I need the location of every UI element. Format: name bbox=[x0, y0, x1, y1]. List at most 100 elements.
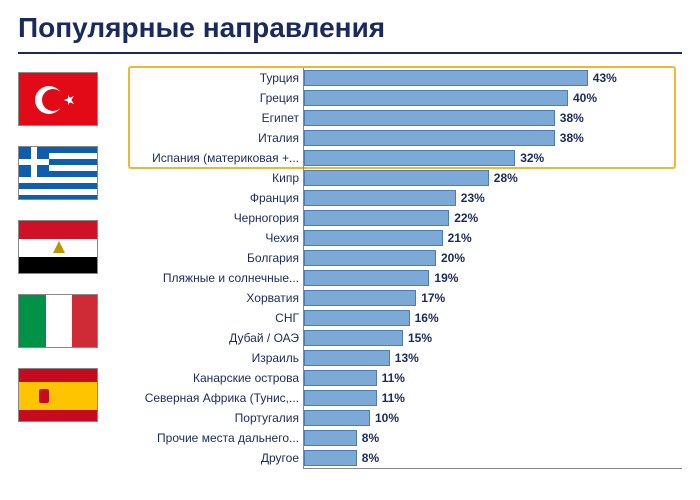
flag-italy bbox=[18, 294, 98, 348]
bar bbox=[304, 110, 555, 126]
bar-track: 22% bbox=[303, 208, 682, 228]
bar-value: 23% bbox=[456, 190, 485, 206]
bar-track: 38% bbox=[303, 128, 682, 148]
row-label: Пляжные и солнечные... bbox=[128, 271, 303, 285]
bar-track: 19% bbox=[303, 268, 682, 288]
bar-value: 20% bbox=[436, 250, 465, 266]
bar-value: 28% bbox=[489, 170, 518, 186]
bar bbox=[304, 330, 403, 346]
bar-value: 11% bbox=[377, 370, 405, 386]
bar-track: 13% bbox=[303, 348, 682, 368]
bar-track: 11% bbox=[303, 368, 682, 388]
row-label: Черногория bbox=[128, 211, 303, 225]
chart-row: Северная Африка (Тунис,... 11% bbox=[128, 388, 682, 408]
content-area: Турция 43% Греция 40% Египет 38% Италия 38% Испа… bbox=[18, 68, 682, 469]
bar bbox=[304, 130, 555, 146]
bar-value: 8% bbox=[357, 430, 379, 446]
row-label: Италия bbox=[128, 131, 303, 145]
bar-value: 40% bbox=[568, 90, 597, 106]
bar bbox=[304, 250, 436, 266]
bar bbox=[304, 290, 416, 306]
chart-row: Пляжные и солнечные... 19% bbox=[128, 268, 682, 288]
title-underline bbox=[18, 52, 682, 54]
bar bbox=[304, 390, 377, 406]
bar bbox=[304, 270, 429, 286]
chart-row: Другое 8% bbox=[128, 448, 682, 468]
bar-track: 38% bbox=[303, 108, 682, 128]
bar bbox=[304, 350, 390, 366]
chart-row: Кипр 28% bbox=[128, 168, 682, 188]
bar-value: 11% bbox=[377, 390, 405, 406]
bar-value: 19% bbox=[429, 270, 458, 286]
bar bbox=[304, 190, 456, 206]
bar-value: 43% bbox=[588, 70, 617, 86]
row-label: Болгария bbox=[128, 251, 303, 265]
bar-value: 16% bbox=[410, 310, 439, 326]
row-label: Кипр bbox=[128, 171, 303, 185]
chart-row: Греция 40% bbox=[128, 88, 682, 108]
chart-row: Египет 38% bbox=[128, 108, 682, 128]
bar-track: 8% bbox=[303, 448, 682, 468]
bar-value: 21% bbox=[443, 230, 472, 246]
flags-column bbox=[18, 68, 98, 469]
row-label: Прочие места дальнего... bbox=[128, 431, 303, 445]
chart-row: Португалия 10% bbox=[128, 408, 682, 428]
chart-row: Израиль13% bbox=[128, 348, 682, 368]
row-label: Турция bbox=[128, 71, 303, 85]
bar bbox=[304, 90, 568, 106]
row-label: Канарские острова bbox=[128, 371, 303, 385]
flag-spain bbox=[18, 368, 98, 422]
bar-track: 15% bbox=[303, 328, 682, 348]
chart-row: Турция 43% bbox=[128, 68, 682, 88]
chart-row: Черногория 22% bbox=[128, 208, 682, 228]
bar-value: 15% bbox=[403, 330, 432, 346]
row-label: Чехия bbox=[128, 231, 303, 245]
bar-track: 10% bbox=[303, 408, 682, 428]
page-title: Популярные направления bbox=[18, 12, 682, 44]
row-label: Северная Африка (Тунис,... bbox=[128, 391, 303, 405]
bar-track: 32% bbox=[303, 148, 682, 168]
row-label: Дубай / ОАЭ bbox=[128, 331, 303, 345]
bar-value: 8% bbox=[357, 450, 379, 466]
row-label: Другое bbox=[128, 451, 303, 465]
bar-track: 23% bbox=[303, 188, 682, 208]
row-label: Португалия bbox=[128, 411, 303, 425]
bar-value: 10% bbox=[370, 410, 399, 426]
bar-value: 17% bbox=[416, 290, 445, 306]
row-label: Хорватия bbox=[128, 291, 303, 305]
chart-row: Франция 23% bbox=[128, 188, 682, 208]
bar-value: 38% bbox=[555, 130, 584, 146]
chart-row: Дубай / ОАЭ 15% bbox=[128, 328, 682, 348]
bar-chart: Турция 43% Греция 40% Египет 38% Италия 38% Испа… bbox=[128, 68, 682, 469]
bar-track: 8% bbox=[303, 428, 682, 448]
row-label: Греция bbox=[128, 91, 303, 105]
flag-egypt bbox=[18, 220, 98, 274]
bar bbox=[304, 430, 357, 446]
chart-row: Испания (материковая +... 32% bbox=[128, 148, 682, 168]
chart-row: СНГ 16% bbox=[128, 308, 682, 328]
chart-row: Хорватия 17% bbox=[128, 288, 682, 308]
bar-track: 16% bbox=[303, 308, 682, 328]
bar-value: 13% bbox=[390, 350, 419, 366]
chart-row: Прочие места дальнего... 8% bbox=[128, 428, 682, 448]
bar bbox=[304, 230, 443, 246]
chart-row: Канарские острова 11% bbox=[128, 368, 682, 388]
bar-value: 32% bbox=[515, 150, 544, 166]
bar-value: 22% bbox=[449, 210, 478, 226]
row-label: Египет bbox=[128, 111, 303, 125]
bar-track: 17% bbox=[303, 288, 682, 308]
flag-turkey bbox=[18, 72, 98, 126]
chart-row: Болгария 20% bbox=[128, 248, 682, 268]
chart-row: Италия 38% bbox=[128, 128, 682, 148]
bar-value: 38% bbox=[555, 110, 584, 126]
bar bbox=[304, 150, 515, 166]
bar bbox=[304, 370, 377, 386]
row-label: Франция bbox=[128, 191, 303, 205]
bar bbox=[304, 450, 357, 466]
row-label: Испания (материковая +... bbox=[128, 151, 303, 165]
bar-track: 43% bbox=[303, 68, 682, 88]
bar-track: 20% bbox=[303, 248, 682, 268]
row-label: СНГ bbox=[128, 311, 303, 325]
bar-track: 21% bbox=[303, 228, 682, 248]
bar-track: 28% bbox=[303, 168, 682, 188]
